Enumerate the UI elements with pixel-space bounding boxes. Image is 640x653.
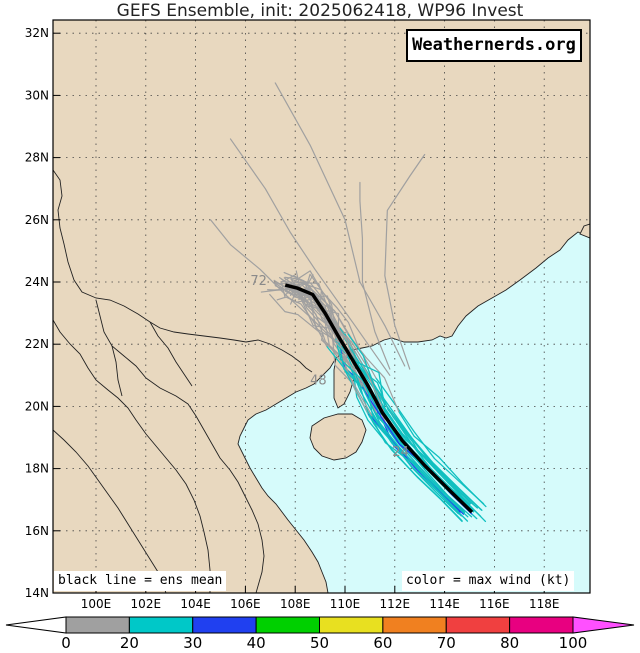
member-track-weak: [209, 219, 351, 358]
lat-label: 24N: [25, 275, 49, 289]
member-track-weak: [269, 288, 373, 417]
member-track-weak: [274, 82, 406, 367]
colorbar-swatch: [319, 616, 384, 634]
ens-mean-track: [284, 283, 474, 514]
lon-label: 110E: [330, 597, 361, 611]
colorbar-tick-label: 50: [309, 634, 330, 652]
member-track-weak: [289, 298, 340, 343]
member-track-ts: [347, 333, 483, 511]
colorbar-swatch: [255, 616, 320, 634]
lat-label: 18N: [25, 462, 49, 476]
member-track-ts: [338, 341, 469, 522]
lat-axis-labels: 32N 30N 28N 26N 24N 22N 20N 18N 16N 14N: [25, 26, 49, 600]
ens-mean-note: black line = ens mean: [54, 571, 227, 591]
weathernerds-logo: Weathernerds.org: [406, 29, 582, 62]
land-hainan: [309, 413, 367, 461]
colorbar-tick-label: 70: [436, 634, 456, 652]
map-title: GEFS Ensemble, init: 2025062418, WP96 In…: [116, 1, 524, 21]
lat-label: 30N: [25, 88, 49, 102]
colorbar-swatch: [192, 616, 257, 634]
axis-ticks: [53, 32, 545, 594]
hour-label-72: 72: [250, 274, 267, 289]
colorbar-left-tip: [5, 616, 67, 634]
member-track-weak: [290, 278, 348, 358]
member-track-ts: [381, 405, 471, 505]
colorbar-swatch: [445, 616, 511, 634]
hour-label-48: 48: [310, 374, 327, 389]
map-frame: [52, 19, 591, 594]
lon-label: 118E: [529, 597, 560, 611]
lat-label: 26N: [25, 213, 49, 227]
member-track-weak: [284, 290, 340, 347]
lon-axis-labels: 100E 102E 104E 106E 108E 110E 112E 114E 116E 118E: [81, 597, 560, 611]
lon-label: 104E: [180, 597, 211, 611]
member-track-weak: [269, 293, 354, 368]
lat-label: 16N: [25, 524, 49, 538]
lat-label: 22N: [25, 337, 49, 351]
member-track-ts: [398, 410, 487, 508]
member-track-weak: [359, 181, 391, 370]
lon-label: 108E: [280, 597, 311, 611]
lat-label: 20N: [25, 399, 49, 413]
member-track-ts: [352, 366, 463, 523]
lat-lon-grid: [53, 20, 590, 593]
colorbar-swatch: [509, 616, 574, 634]
lon-label: 100E: [81, 597, 112, 611]
country-borders: [53, 169, 313, 593]
member-track-weak: [284, 274, 383, 407]
colorbar-tick-label: 80: [500, 634, 520, 652]
lon-label: 116E: [479, 597, 510, 611]
colorbar-swatch: [65, 616, 130, 634]
colorbar-right-tip: [572, 616, 635, 634]
member-track-ts: [334, 337, 465, 512]
colorbar: [5, 616, 635, 634]
member-track-weak: [384, 153, 426, 370]
colorbar-tick-label: 20: [119, 634, 139, 652]
colorbar-tick-label: 100: [558, 634, 588, 652]
color-note: color = max wind (kt): [402, 571, 575, 591]
lat-label: 32N: [25, 26, 49, 40]
colorbar-tick-label: 60: [373, 634, 393, 652]
member-track-weak: [292, 282, 349, 335]
member-track-weak: [229, 138, 391, 376]
colorbar-tick-label: 40: [246, 634, 266, 652]
colorbar-tick-label: 0: [61, 634, 71, 652]
lon-label: 114E: [429, 597, 460, 611]
hour-label-24: 24: [392, 445, 409, 460]
colorbar-swatch: [382, 616, 447, 634]
lon-label: 106E: [230, 597, 261, 611]
lat-label: 28N: [25, 151, 49, 165]
lat-label: 14N: [25, 586, 49, 600]
colorbar-swatch: [128, 616, 194, 634]
lon-label: 102E: [131, 597, 162, 611]
land-east: [579, 223, 590, 239]
colorbar-tick-label: 30: [183, 634, 203, 652]
lon-label: 112E: [380, 597, 411, 611]
forecast-hour-labels: 72 48 24: [250, 274, 408, 460]
member-track-ts: [346, 356, 479, 509]
